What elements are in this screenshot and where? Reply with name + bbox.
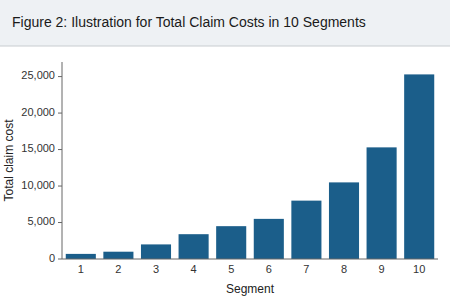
bar [103,252,133,259]
page: {"chart_data": {"type": "bar", "title": … [0,0,450,301]
y-tick-label: 10,000 [21,179,55,191]
y-axis-line [62,62,63,259]
y-tick-label: 0 [49,252,55,264]
bars [66,74,434,259]
y-tick [58,259,62,260]
bar [291,201,321,259]
x-tick-label: 7 [303,263,309,275]
y-axis-label: Total claim cost [2,119,16,202]
y-tick [58,113,62,114]
x-tick-label: 6 [266,263,272,275]
chart: Figure 2: Ilustration for Total Claim Co… [0,0,450,301]
y-tick-label: 15,000 [21,142,55,154]
bar [141,244,171,259]
bar [216,226,246,259]
y-tick-label: 20,000 [21,106,55,118]
bar [329,182,359,259]
bar [179,234,209,259]
y-tick [58,186,62,187]
x-axis-label: Segment [226,282,275,296]
bar [404,74,434,259]
bar [367,147,397,259]
title-separator [0,46,450,47]
y-tick [58,76,62,77]
x-tick-label: 9 [379,263,385,275]
bar [66,254,96,259]
y-tick-label: 5,000 [27,215,55,227]
x-tick-label: 8 [341,263,347,275]
x-tick-label: 1 [78,263,84,275]
y-tick [58,222,62,223]
x-tick-label: 4 [191,263,197,275]
x-tick-label: 5 [228,263,234,275]
bar [254,219,284,259]
x-tick-label: 10 [413,263,425,275]
x-tick-label: 2 [115,263,121,275]
y-tick-label: 25,000 [21,69,55,81]
x-tick-label: 3 [153,263,159,275]
title-banner [0,0,450,46]
title: Figure 2: Ilustration for Total Claim Co… [12,14,366,30]
chart-container: Figure 2: Ilustration for Total Claim Co… [0,0,450,301]
y-tick [58,149,62,150]
x-axis-line [62,259,438,260]
